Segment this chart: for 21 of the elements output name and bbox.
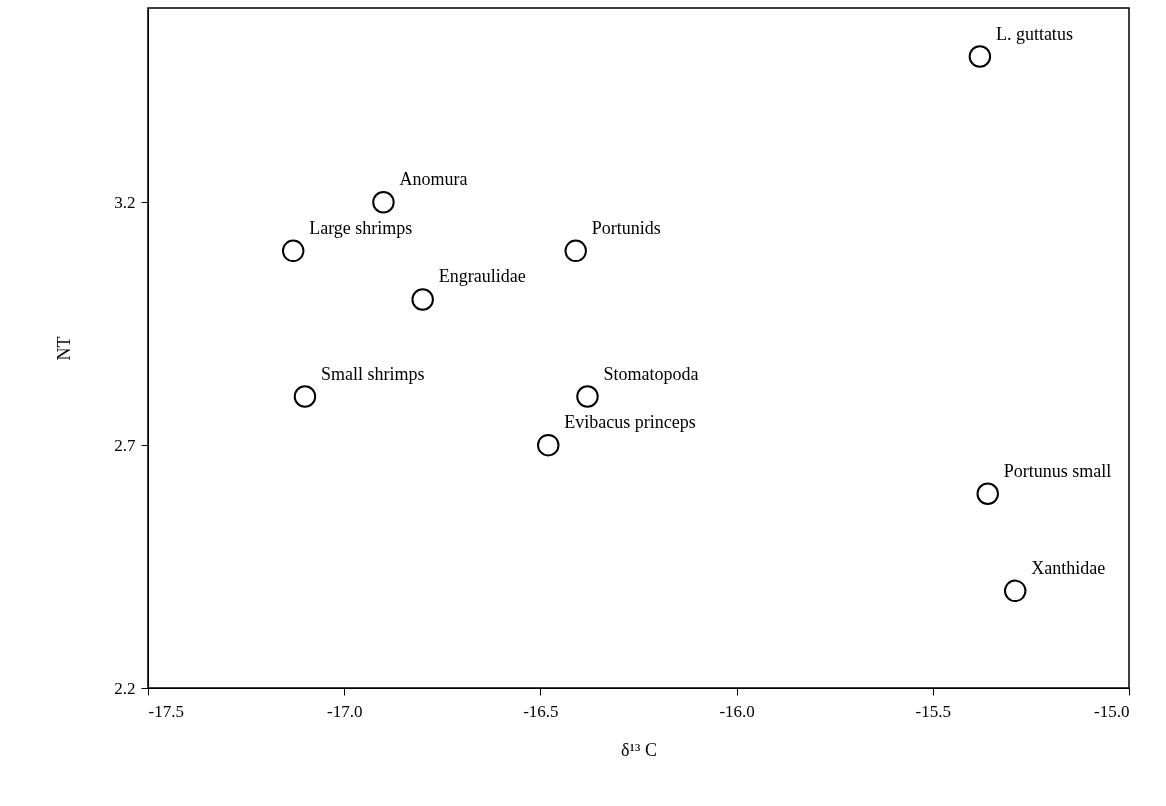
annotation: Xanthidae [1031,557,1106,578]
annotation: Stomatopoda [603,363,699,384]
annotation: Anomura [399,169,468,190]
y-tick-label: 2.2 [114,678,136,698]
annotation: L. guttatus [995,23,1073,44]
annotation: Portunids [591,217,661,238]
annotation: Portunus small [1003,460,1112,481]
annotation: Small shrimps [320,363,425,384]
annotation: Large shrimps [309,217,413,238]
x-tick-label: -15.0 [1094,701,1130,721]
x-axis-title: δ¹³ C [621,739,657,760]
y-tick-label: 3.2 [114,192,136,212]
y-axis-title: NT [54,336,75,361]
x-tick-label: -16.0 [719,701,755,721]
x-tick-label: -16.5 [523,701,559,721]
annotation: Engraulidae [438,266,526,287]
x-tick-label: -15.5 [915,701,952,721]
x-tick-label: -17.5 [148,701,184,721]
annotation: Evibacus princeps [564,412,696,433]
y-tick-label: 2.7 [114,435,136,455]
x-tick-label: -17.0 [326,701,363,721]
